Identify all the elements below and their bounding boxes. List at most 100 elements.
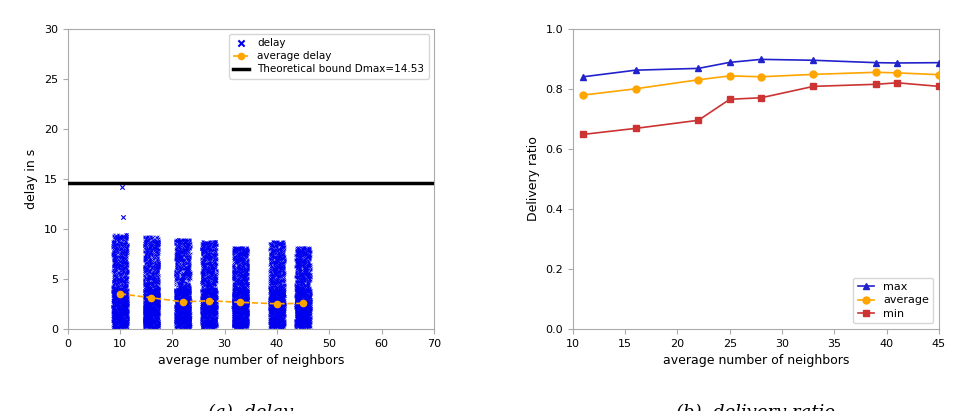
Point	[181, 316, 197, 323]
Point	[120, 301, 136, 307]
Point	[227, 297, 242, 304]
Point	[142, 309, 158, 316]
Point	[271, 263, 287, 269]
Point	[194, 316, 209, 323]
Point	[137, 274, 153, 281]
Point	[149, 297, 165, 304]
Point	[182, 321, 197, 327]
Point	[182, 283, 197, 290]
Point	[227, 296, 242, 302]
Point	[143, 295, 159, 302]
Point	[143, 314, 159, 320]
Point	[267, 269, 283, 276]
Point	[149, 314, 165, 320]
Point	[205, 304, 221, 311]
Point	[240, 305, 256, 311]
Point	[112, 259, 128, 265]
Point	[194, 304, 209, 310]
Point	[175, 252, 191, 258]
Point	[106, 287, 122, 293]
Point	[116, 272, 132, 279]
Point	[174, 297, 190, 303]
Point	[303, 291, 318, 298]
Point	[137, 299, 153, 306]
Point	[268, 284, 284, 291]
Point	[150, 233, 166, 240]
Point	[273, 243, 288, 249]
Point	[173, 266, 189, 272]
Point	[293, 315, 309, 322]
Point	[110, 306, 126, 312]
Point	[175, 313, 191, 319]
Point	[138, 308, 154, 314]
Point	[276, 303, 291, 309]
Point	[293, 301, 309, 308]
Point	[277, 305, 292, 312]
Point	[108, 305, 124, 312]
Point	[141, 273, 157, 279]
Point	[182, 287, 197, 294]
Point	[262, 325, 278, 331]
Point	[116, 274, 132, 280]
Point	[175, 289, 191, 296]
Point	[228, 277, 244, 284]
Point	[178, 307, 194, 314]
Point	[178, 312, 194, 318]
Point	[297, 291, 313, 297]
Point	[195, 321, 210, 328]
Point	[194, 288, 209, 295]
Point	[204, 250, 220, 256]
Point	[117, 321, 133, 328]
Point	[140, 248, 156, 255]
Point	[293, 291, 309, 298]
Point	[293, 288, 309, 294]
Point	[105, 284, 120, 290]
Point	[116, 323, 132, 330]
Point	[143, 312, 159, 318]
Point	[168, 316, 184, 323]
Point	[277, 321, 292, 328]
Point	[227, 279, 243, 286]
Point	[112, 255, 128, 262]
Point	[277, 313, 292, 319]
Point	[179, 245, 195, 252]
Point	[276, 303, 291, 310]
Point	[199, 315, 215, 321]
Point	[195, 291, 210, 298]
Point	[116, 324, 132, 330]
Point	[139, 265, 155, 271]
Point	[203, 296, 219, 302]
Point	[177, 307, 193, 313]
Point	[271, 322, 287, 329]
Point	[198, 324, 214, 330]
Point	[265, 275, 281, 282]
Point	[227, 248, 242, 255]
Point	[296, 251, 312, 257]
Point	[106, 305, 122, 311]
Point	[105, 304, 120, 311]
Point	[301, 271, 317, 278]
Point	[150, 293, 166, 300]
Point	[178, 308, 194, 315]
Point	[170, 302, 186, 308]
Point	[140, 309, 156, 315]
Point	[301, 307, 317, 313]
Point	[119, 245, 135, 252]
Point	[176, 275, 192, 282]
Point	[108, 320, 124, 326]
Point	[167, 256, 183, 262]
Point	[225, 322, 240, 328]
Point	[136, 305, 152, 312]
Point	[197, 265, 213, 272]
Point	[269, 298, 285, 305]
Point	[150, 309, 166, 316]
Point	[199, 314, 215, 320]
Point	[226, 298, 241, 305]
Point	[276, 321, 291, 327]
Point	[263, 319, 279, 325]
Point	[109, 284, 125, 291]
Point	[270, 299, 286, 306]
Point	[177, 323, 193, 330]
Point	[171, 319, 187, 325]
Point	[198, 306, 214, 313]
